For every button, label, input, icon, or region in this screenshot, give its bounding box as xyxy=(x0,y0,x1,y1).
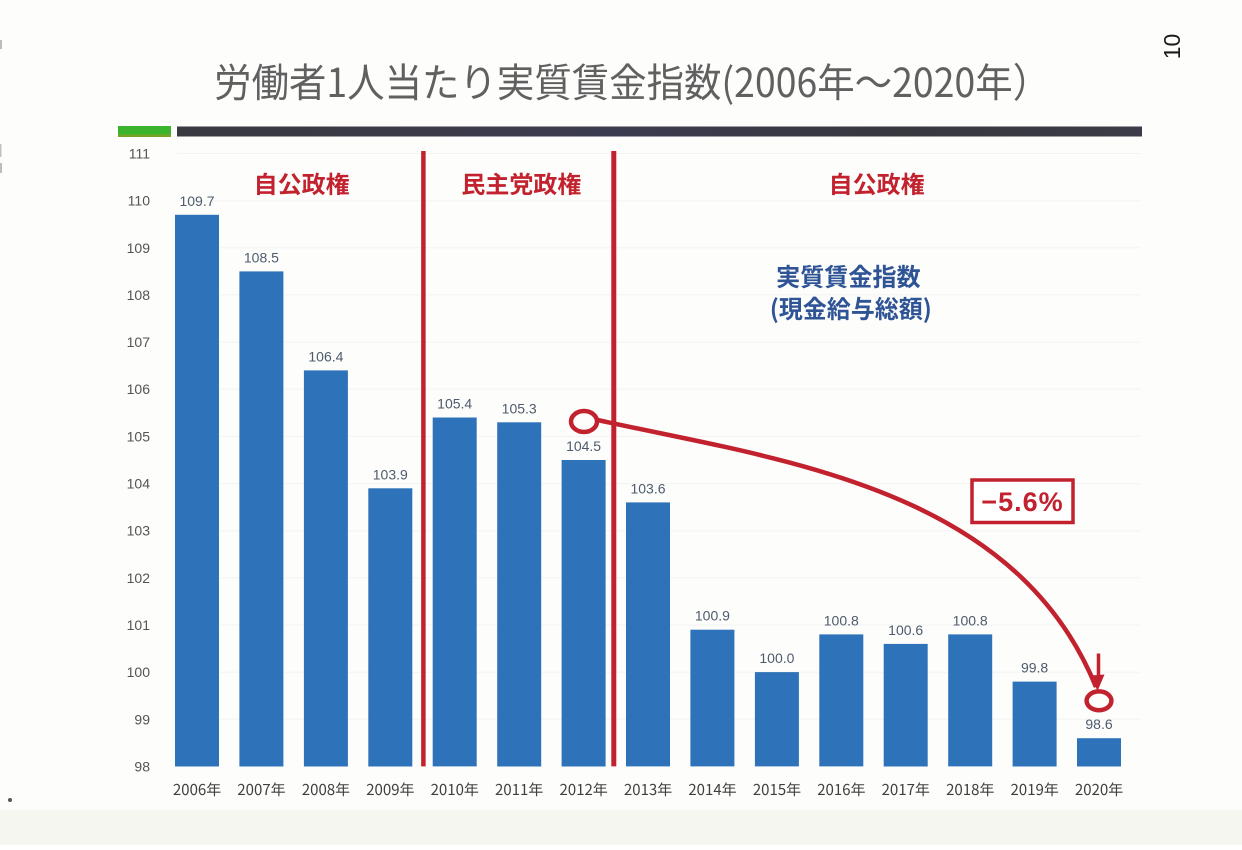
svg-text:111: 111 xyxy=(129,146,150,162)
svg-text:−5.6%: −5.6% xyxy=(981,487,1063,517)
svg-text:106.4: 106.4 xyxy=(308,348,343,364)
svg-text:100.8: 100.8 xyxy=(953,612,988,628)
svg-text:98.6: 98.6 xyxy=(1085,716,1112,732)
svg-text:103.9: 103.9 xyxy=(373,466,408,482)
svg-text:99: 99 xyxy=(134,711,150,727)
svg-text:100.8: 100.8 xyxy=(824,612,859,628)
svg-text:98: 98 xyxy=(134,758,150,774)
svg-text:100.9: 100.9 xyxy=(695,608,730,624)
svg-text:103.6: 103.6 xyxy=(630,480,665,496)
svg-text:105: 105 xyxy=(127,428,151,444)
svg-text:107: 107 xyxy=(127,334,151,350)
svg-text:108: 108 xyxy=(127,287,151,303)
svg-text:99.8: 99.8 xyxy=(1021,660,1048,676)
svg-text:10: 10 xyxy=(1159,34,1185,60)
svg-text:105.4: 105.4 xyxy=(437,396,472,412)
svg-text:110: 110 xyxy=(128,193,151,209)
svg-text:109.7: 109.7 xyxy=(179,193,214,209)
svg-text:103: 103 xyxy=(127,523,151,539)
svg-text:100.6: 100.6 xyxy=(888,622,923,638)
svg-text:109: 109 xyxy=(127,240,151,256)
svg-text:104.5: 104.5 xyxy=(566,438,601,454)
svg-text:100: 100 xyxy=(127,664,151,680)
svg-text:100.0: 100.0 xyxy=(759,650,794,666)
svg-text:106: 106 xyxy=(127,381,151,397)
svg-text:108.5: 108.5 xyxy=(244,249,279,265)
svg-text:102: 102 xyxy=(127,570,151,586)
svg-text:104: 104 xyxy=(127,476,151,492)
svg-text:101: 101 xyxy=(127,617,151,633)
svg-text:105.3: 105.3 xyxy=(502,400,537,416)
